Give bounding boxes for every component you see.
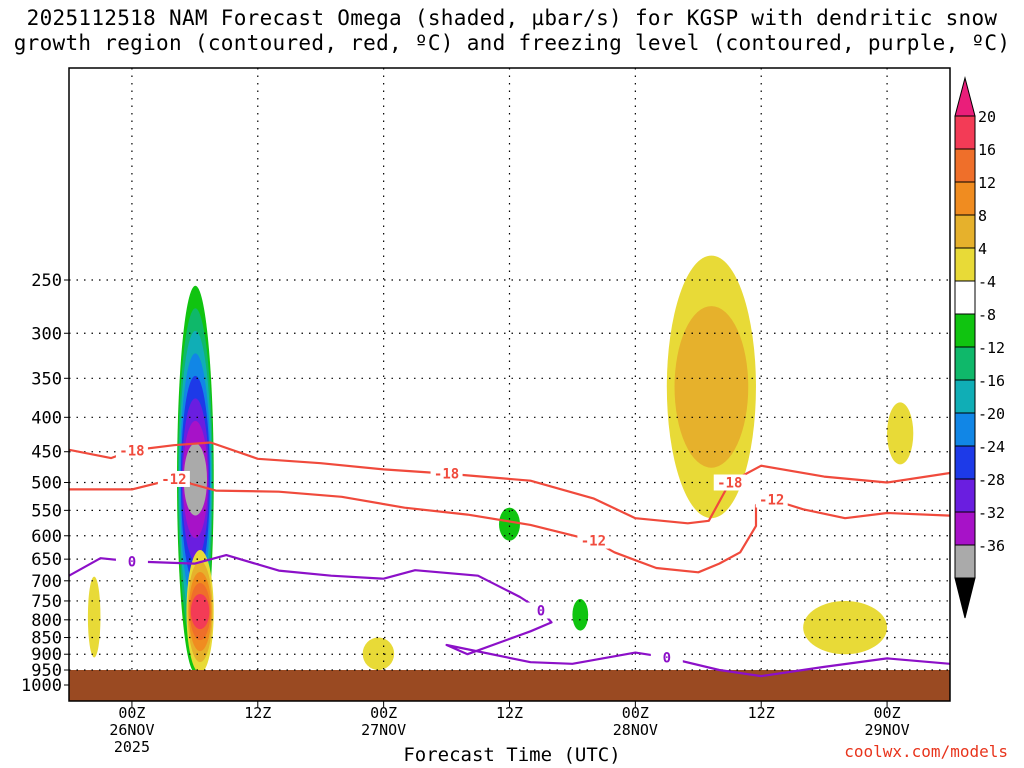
- contour-label-0: 0: [128, 554, 136, 570]
- y-tick-label: 500: [31, 474, 62, 494]
- contour-label--12: -12: [581, 534, 606, 550]
- contour-label--18: -18: [119, 443, 144, 459]
- colorbar-segment: [954, 181, 976, 216]
- chart-title-line-2: growth region (contoured, red, ºC) and f…: [13, 31, 1011, 55]
- colorbar-label: -24: [978, 438, 1005, 456]
- omega-region-3-level-0: [362, 637, 395, 671]
- colorbar-segment: [954, 247, 976, 282]
- omega-region-7-level-0: [803, 600, 888, 655]
- colorbar-segment: [954, 346, 976, 381]
- colorbar-segment: [954, 148, 976, 183]
- y-tick-label: 950: [31, 661, 62, 681]
- colorbar-label: -16: [978, 372, 1005, 390]
- omega-region-2-level-0: [87, 576, 101, 658]
- colorbar-segment: [954, 445, 976, 480]
- colorbar-segment: [954, 478, 976, 513]
- site-credit: coolwx.com/models: [844, 742, 1008, 761]
- omega-region-4-level-0: [499, 507, 520, 541]
- x-tick-label: 2025: [114, 738, 150, 756]
- colorbar-segment: [954, 115, 976, 150]
- contour-line--18: [69, 441, 950, 525]
- x-tick-label: 28NOV: [613, 721, 658, 739]
- x-tick-label: 00Z: [622, 704, 649, 722]
- contour-line-0: [69, 553, 950, 678]
- contour-label-0: 0: [537, 604, 545, 620]
- contour-label--12: -12: [161, 472, 186, 488]
- omega-region-8-level-0: [887, 402, 914, 465]
- colorbar-segment: [954, 280, 976, 315]
- y-tick-label: 700: [31, 572, 62, 592]
- x-tick-label: 26NOV: [109, 721, 154, 739]
- contour-label-bg: [430, 465, 463, 482]
- contour-label--18: -18: [434, 467, 459, 483]
- contour-label-bg: [577, 532, 610, 549]
- y-tick-label: 600: [31, 527, 62, 547]
- contour-label-bg: [755, 491, 788, 508]
- y-tick-label: 800: [31, 611, 62, 631]
- colorbar-label: -36: [978, 537, 1005, 555]
- colorbar-segment: [954, 511, 976, 546]
- colorbar-label: -20: [978, 405, 1005, 423]
- y-tick-label: 450: [31, 443, 62, 463]
- x-tick-label: 00Z: [370, 704, 397, 722]
- contour-label-0: 0: [663, 650, 671, 666]
- y-tick-label: 350: [31, 369, 62, 389]
- x-tick-label: 12Z: [496, 704, 523, 722]
- y-tick-label: 850: [31, 629, 62, 649]
- x-tick-label: 00Z: [118, 704, 145, 722]
- contour-label--12: -12: [759, 493, 784, 509]
- chart-title-line-1: 2025112518 NAM Forecast Omega (shaded, µ…: [26, 6, 998, 30]
- contour-label--18: -18: [717, 476, 742, 492]
- colorbar-segment: [954, 313, 976, 348]
- contour-label-bg: [157, 470, 190, 487]
- colorbar-label: -8: [978, 306, 996, 324]
- omega-region-0-level-7: [183, 443, 208, 516]
- colorbar-segment: [954, 544, 976, 579]
- omega-region-6-level-1: [674, 306, 749, 468]
- omega-region-5-level-0: [572, 599, 589, 631]
- colorbar-label: -32: [978, 504, 1005, 522]
- x-tick-label: 00Z: [874, 704, 901, 722]
- contour-label-bg: [650, 649, 683, 666]
- x-tick-label: 27NOV: [361, 721, 406, 739]
- contour-label-bg: [713, 474, 746, 491]
- colorbar-label: -28: [978, 471, 1005, 489]
- y-tick-label: 400: [31, 408, 62, 428]
- colorbar-high-arrow: [954, 76, 976, 117]
- colorbar-label: 20: [978, 108, 996, 126]
- x-tick-label: 29NOV: [864, 721, 909, 739]
- y-tick-label: 900: [31, 645, 62, 665]
- colorbar-segment: [954, 379, 976, 414]
- contour-label-bg: [115, 442, 148, 459]
- colorbar-low-arrow: [954, 577, 976, 619]
- colorbar-label: 4: [978, 240, 987, 258]
- y-tick-label: 1000: [21, 676, 62, 696]
- colorbar-label: -12: [978, 339, 1005, 357]
- colorbar-segment: [954, 214, 976, 249]
- x-axis-label: Forecast Time (UTC): [403, 744, 621, 766]
- contour-label-bg: [115, 553, 148, 570]
- y-tick-label: 250: [31, 271, 62, 291]
- colorbar-label: -4: [978, 273, 996, 291]
- contour-label-bg: [524, 602, 557, 619]
- y-tick-label: 750: [31, 592, 62, 612]
- y-tick-label: 300: [31, 324, 62, 344]
- colorbar-label: 12: [978, 174, 996, 192]
- omega-region-1-level-4: [190, 593, 210, 630]
- x-tick-label: 12Z: [748, 704, 775, 722]
- colorbar-label: 16: [978, 141, 996, 159]
- y-tick-label: 650: [31, 550, 62, 570]
- x-tick-label: 12Z: [244, 704, 271, 722]
- y-tick-label: 550: [31, 501, 62, 521]
- ground-below-surface: [69, 670, 950, 701]
- colorbar-label: 8: [978, 207, 987, 225]
- colorbar-segment: [954, 412, 976, 447]
